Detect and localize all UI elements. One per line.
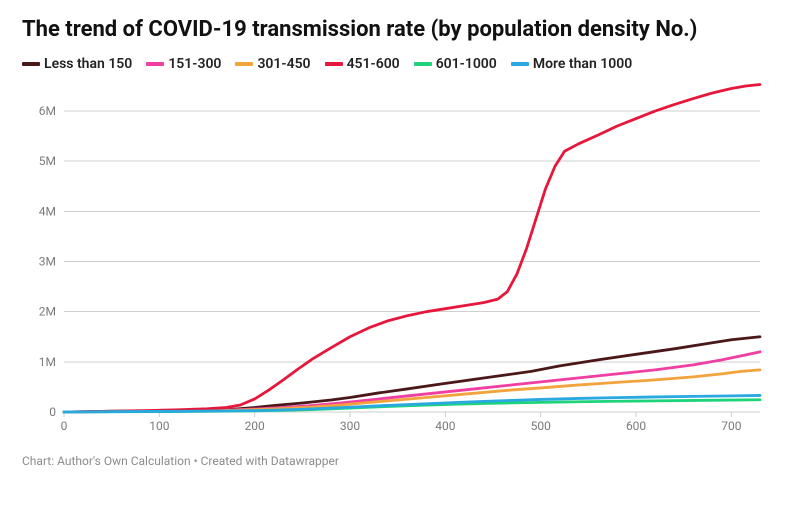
x-tick-label: 600 bbox=[626, 419, 646, 433]
y-tick-label: 1M bbox=[39, 354, 56, 368]
y-tick-label: 6M bbox=[39, 104, 56, 118]
y-tick-label: 0 bbox=[49, 405, 56, 419]
y-tick-label: 3M bbox=[39, 254, 56, 268]
x-tick-label: 700 bbox=[721, 419, 741, 433]
legend-swatch bbox=[511, 62, 529, 66]
legend-swatch bbox=[235, 62, 253, 66]
chart-credit: Chart: Author's Own Calculation • Create… bbox=[22, 454, 774, 468]
x-tick-label: 300 bbox=[340, 419, 360, 433]
x-tick-label: 200 bbox=[245, 419, 265, 433]
legend-item: 451-600 bbox=[325, 56, 400, 72]
legend-swatch bbox=[414, 62, 432, 66]
chart-svg: 0 1M 2M 3M 4M 5M 6M 0 100 200 300 400 500 600 700 bbox=[22, 78, 774, 448]
legend-swatch bbox=[325, 62, 343, 66]
y-tick-label: 5M bbox=[39, 154, 56, 168]
legend-swatch bbox=[22, 62, 40, 66]
legend-label: Less than 150 bbox=[44, 56, 132, 72]
legend-item: 151-300 bbox=[146, 56, 221, 72]
legend: Less than 150 151-300 301-450 451-600 601-10… bbox=[22, 56, 774, 72]
y-tick-label: 4M bbox=[39, 204, 56, 218]
x-tick-label: 500 bbox=[531, 419, 551, 433]
x-tick-label: 0 bbox=[61, 419, 68, 433]
legend-label: 301-450 bbox=[257, 56, 310, 72]
legend-label: 451-600 bbox=[347, 56, 400, 72]
line-chart: 0 1M 2M 3M 4M 5M 6M 0 100 200 300 400 500 600 700 bbox=[22, 78, 774, 448]
legend-label: 151-300 bbox=[168, 56, 221, 72]
legend-label: 601-1000 bbox=[436, 56, 497, 72]
legend-item: 301-450 bbox=[235, 56, 310, 72]
chart-container: The trend of COVID-19 transmission rate … bbox=[0, 0, 796, 530]
y-tick-label: 2M bbox=[39, 304, 56, 318]
legend-item: Less than 150 bbox=[22, 56, 132, 72]
x-tick-label: 100 bbox=[149, 419, 169, 433]
legend-item: 601-1000 bbox=[414, 56, 497, 72]
legend-item: More than 1000 bbox=[511, 56, 632, 72]
legend-label: More than 1000 bbox=[533, 56, 632, 72]
legend-swatch bbox=[146, 62, 164, 66]
chart-title: The trend of COVID-19 transmission rate … bbox=[22, 16, 774, 44]
series-line bbox=[64, 84, 760, 412]
x-tick-label: 400 bbox=[435, 419, 455, 433]
